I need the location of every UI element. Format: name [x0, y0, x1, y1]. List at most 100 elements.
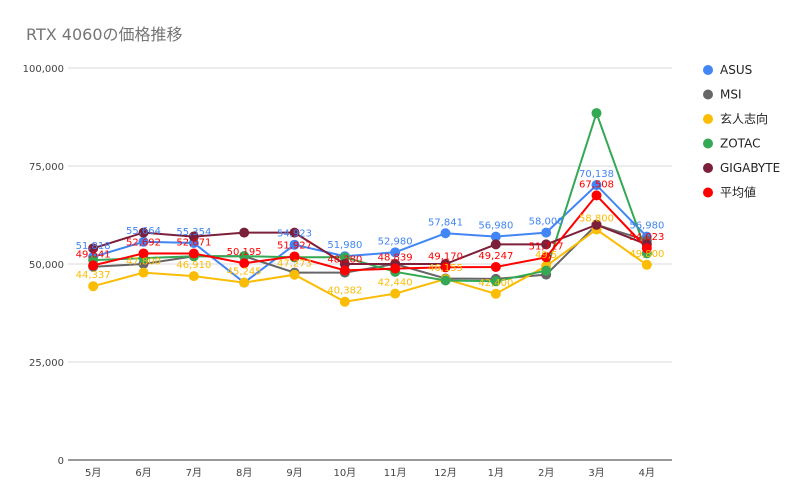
data-label: 57,841 [428, 217, 463, 228]
data-point[interactable] [88, 281, 99, 292]
data-label: 48,380 [327, 254, 362, 265]
x-tick-label: 10月 [333, 467, 356, 479]
data-label: 70,138 [579, 169, 614, 180]
x-tick-label: 5月 [85, 467, 101, 479]
data-point[interactable] [541, 239, 552, 250]
x-tick-label: 3月 [588, 467, 604, 479]
data-point[interactable] [138, 248, 149, 259]
data-label: 51,927 [277, 240, 312, 251]
data-point[interactable] [490, 239, 501, 250]
data-point[interactable] [641, 259, 652, 270]
data-label: 55,664 [126, 226, 161, 237]
legend-swatch [703, 114, 713, 124]
series-line [92, 193, 648, 272]
legend-item[interactable]: GIGABYTE [703, 161, 780, 175]
data-point[interactable] [390, 288, 401, 299]
data-label: 46,155 [428, 263, 463, 274]
legend-item[interactable]: MSI [703, 88, 742, 102]
series-line [92, 223, 648, 265]
data-point[interactable] [440, 275, 451, 286]
data-point[interactable] [641, 243, 652, 254]
data-point[interactable] [239, 277, 250, 288]
x-tick-label: 1月 [488, 467, 504, 479]
series-points [88, 108, 652, 307]
y-tick-label: 25,000 [29, 358, 64, 369]
data-point[interactable] [188, 271, 199, 282]
data-point[interactable] [239, 251, 250, 262]
data-label: 58,000 [529, 217, 564, 228]
data-label: 55,354 [176, 227, 211, 238]
series-line [92, 183, 648, 284]
legend-label: ASUS [720, 63, 752, 77]
legend-item[interactable]: 平均値 [703, 185, 756, 200]
legend[interactable]: ASUS MSI 玄人志向 ZOTAC GIGABYTE 平均値 [703, 63, 780, 200]
data-point[interactable] [88, 243, 99, 254]
data-labels: 51,818 55,664 55,354 54,923 51,980 52,980 57,8… [76, 169, 665, 297]
data-point[interactable] [138, 227, 149, 238]
data-label: 46,910 [176, 260, 211, 271]
data-point[interactable] [138, 236, 149, 247]
x-tick-label: 8月 [236, 467, 252, 479]
data-point[interactable] [390, 263, 401, 274]
legend-label: GIGABYTE [720, 161, 780, 175]
data-label: 67,508 [579, 179, 614, 190]
data-point[interactable] [591, 108, 602, 119]
data-point[interactable] [490, 276, 501, 287]
data-label: 54,923 [277, 229, 312, 240]
data-point[interactable] [541, 265, 552, 276]
data-point[interactable] [440, 262, 451, 273]
y-axis-ticks: 0 25,000 50,000 75,000 100,000 [23, 64, 64, 467]
data-point[interactable] [591, 180, 602, 191]
data-label: 56,980 [478, 221, 513, 232]
legend-swatch [703, 138, 713, 149]
data-point[interactable] [541, 227, 552, 238]
chart-title: RTX 4060の価格推移 [26, 25, 183, 44]
data-point[interactable] [541, 252, 552, 263]
y-tick-label: 0 [58, 456, 64, 467]
legend-item[interactable]: ASUS [703, 63, 752, 77]
y-tick-label: 50,000 [29, 260, 64, 271]
data-label: 58,800 [579, 214, 614, 225]
data-point[interactable] [591, 190, 602, 201]
series-line [92, 228, 648, 303]
data-point[interactable] [88, 260, 99, 271]
data-point[interactable] [591, 219, 602, 230]
legend-swatch [703, 163, 713, 173]
data-label: 47,800 [126, 257, 161, 268]
data-label: 56,980 [629, 221, 664, 232]
data-label: 52,692 [126, 237, 161, 248]
legend-label: ZOTAC [720, 137, 760, 151]
legend-item[interactable]: ZOTAC [703, 137, 760, 151]
data-point[interactable] [390, 247, 401, 258]
legend-swatch [703, 89, 713, 100]
data-point[interactable] [188, 248, 199, 259]
data-label: 51,717 [529, 241, 564, 252]
data-point[interactable] [188, 231, 199, 242]
data-point[interactable] [440, 228, 451, 239]
data-point[interactable] [490, 231, 501, 242]
data-point[interactable] [289, 239, 300, 250]
data-label: 49,247 [478, 251, 513, 262]
y-tick-label: 100,000 [23, 64, 64, 75]
data-point[interactable] [339, 265, 350, 276]
data-point[interactable] [339, 296, 350, 307]
data-label: 51,818 [76, 241, 111, 252]
x-tick-label: 6月 [135, 467, 151, 479]
data-label: 51,980 [327, 240, 362, 251]
data-point[interactable] [490, 288, 501, 299]
data-point[interactable] [138, 267, 149, 278]
legend-label: MSI [720, 88, 742, 102]
data-point[interactable] [490, 261, 501, 272]
data-point[interactable] [239, 227, 250, 238]
legend-item[interactable]: 玄人志向 [703, 111, 768, 126]
data-point[interactable] [239, 258, 250, 269]
y-tick-label: 75,000 [29, 162, 64, 173]
data-point[interactable] [289, 227, 300, 238]
x-axis-ticks: 5月 6月 7月 8月 9月 10月 11月 12月 1月 2月 3月 4月 [85, 467, 655, 479]
data-point[interactable] [289, 251, 300, 262]
data-point[interactable] [289, 269, 300, 280]
data-label: 44,337 [76, 270, 111, 281]
legend-label: 平均値 [720, 185, 756, 200]
data-label: 48,839 [378, 253, 413, 264]
